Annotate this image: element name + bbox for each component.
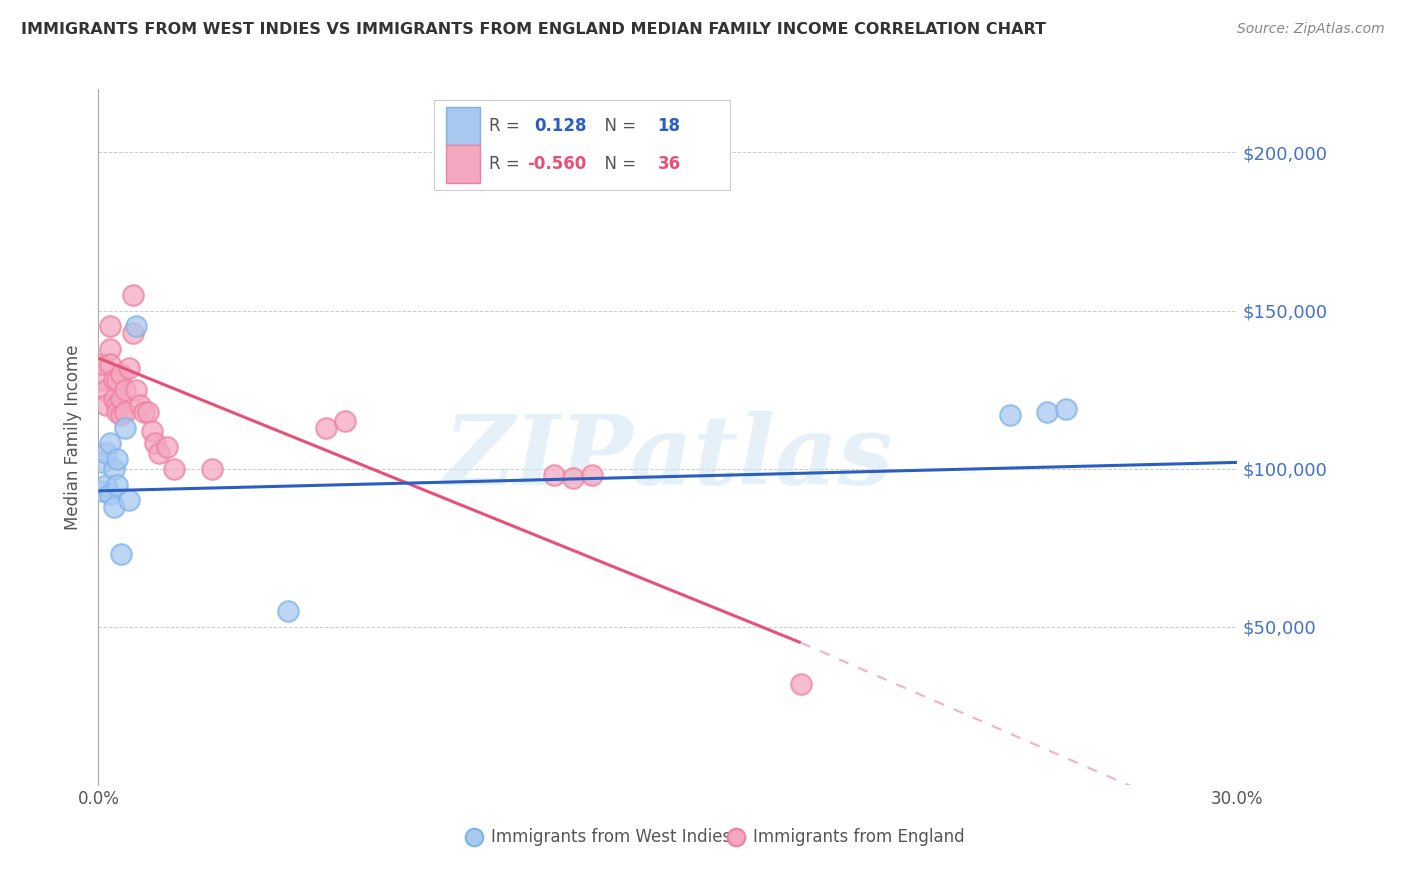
Point <box>1340 778 1362 792</box>
Point <box>107 477 129 491</box>
Point <box>103 392 125 406</box>
Point <box>110 367 132 381</box>
Point <box>121 326 143 340</box>
Text: Immigrants from England: Immigrants from England <box>754 828 965 847</box>
Text: 36: 36 <box>658 155 681 173</box>
Text: R =: R = <box>489 117 530 135</box>
Point <box>91 373 114 387</box>
Point <box>148 446 170 460</box>
Point <box>1036 405 1059 419</box>
Point <box>277 604 299 618</box>
Text: 0.128: 0.128 <box>534 117 588 135</box>
Point <box>110 408 132 422</box>
Point <box>91 357 114 371</box>
Point <box>94 399 117 413</box>
Point <box>114 383 136 397</box>
Point <box>114 405 136 419</box>
Text: N =: N = <box>593 117 641 135</box>
Point <box>125 383 148 397</box>
Point <box>132 405 155 419</box>
Text: N =: N = <box>593 155 641 173</box>
Point <box>581 468 603 483</box>
Point <box>201 461 224 475</box>
Point <box>91 455 114 469</box>
Text: R =: R = <box>489 155 524 173</box>
Point <box>98 319 121 334</box>
Point <box>335 414 357 428</box>
Bar <box>446 107 479 145</box>
Point <box>91 483 114 498</box>
Point <box>107 399 129 413</box>
Point <box>145 436 167 450</box>
Point <box>107 452 129 467</box>
Point <box>562 471 585 485</box>
Text: ZIPatlas: ZIPatlas <box>443 411 893 505</box>
Point <box>136 405 159 419</box>
Point <box>790 677 813 691</box>
Point <box>315 420 337 434</box>
Point <box>125 319 148 334</box>
Point <box>98 487 121 501</box>
Point <box>103 373 125 387</box>
Point <box>129 399 152 413</box>
Text: -0.560: -0.560 <box>527 155 586 173</box>
Point <box>103 461 125 475</box>
Point <box>107 373 129 387</box>
Point <box>156 440 179 454</box>
Point <box>121 287 143 301</box>
Text: 18: 18 <box>658 117 681 135</box>
Y-axis label: Median Family Income: Median Family Income <box>65 344 83 530</box>
Point <box>998 408 1021 422</box>
Text: IMMIGRANTS FROM WEST INDIES VS IMMIGRANTS FROM ENGLAND MEDIAN FAMILY INCOME CORR: IMMIGRANTS FROM WEST INDIES VS IMMIGRANT… <box>21 22 1046 37</box>
Point <box>110 547 132 561</box>
Point <box>110 392 132 406</box>
Point <box>1056 401 1078 416</box>
Point <box>141 424 163 438</box>
FancyBboxPatch shape <box>434 100 731 190</box>
Point <box>114 420 136 434</box>
Text: Source: ZipAtlas.com: Source: ZipAtlas.com <box>1237 22 1385 37</box>
Point <box>98 342 121 356</box>
Point <box>118 493 141 508</box>
Point <box>98 436 121 450</box>
Point <box>98 357 121 371</box>
Bar <box>446 145 479 183</box>
Point <box>94 477 117 491</box>
Point <box>163 461 186 475</box>
Point <box>94 383 117 397</box>
Text: Immigrants from West Indies: Immigrants from West Indies <box>491 828 731 847</box>
Point <box>118 360 141 375</box>
Point <box>94 446 117 460</box>
Point <box>107 405 129 419</box>
Point <box>543 468 565 483</box>
Point <box>103 500 125 514</box>
